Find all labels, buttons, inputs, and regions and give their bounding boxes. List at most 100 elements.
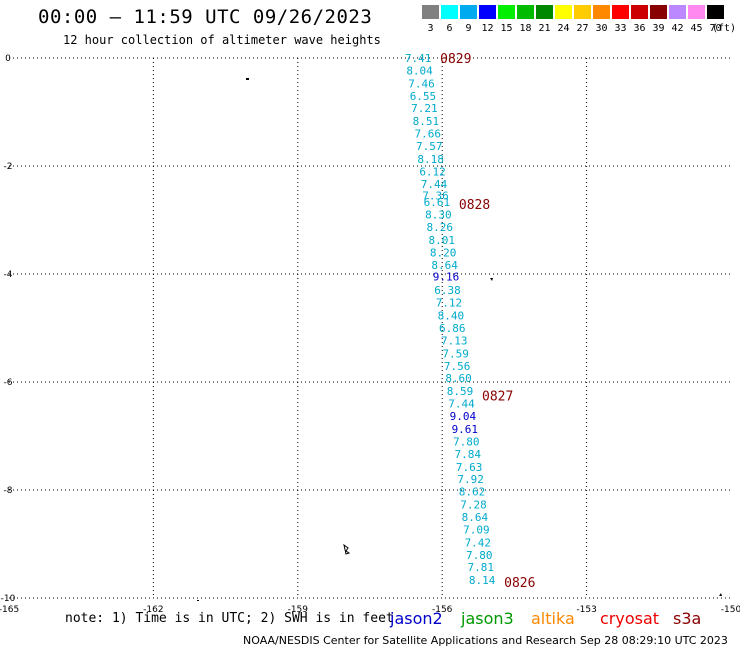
legend-swatch: [631, 5, 648, 19]
wave-height-value: 8.26: [427, 221, 454, 234]
wave-height-observations: 7.418.047.466.557.218.517.667.578.186.12…: [405, 52, 496, 587]
lat-axis-label: -2: [4, 162, 13, 172]
footer-timestamp: Sep 28 08:29:10 UTC 2023: [580, 634, 728, 647]
footer-note: note: 1) Time is in UTC; 2) SWH is in fe…: [65, 611, 394, 626]
satellite-label-jason3: jason3: [461, 609, 514, 628]
legend-swatch: [669, 5, 686, 19]
lon-axis-label: -150: [721, 605, 740, 615]
legend-swatch: [460, 5, 477, 19]
legend-label: 36: [633, 23, 646, 34]
wave-height-value: 7.80: [466, 549, 493, 562]
wave-height-value: 8.01: [428, 234, 455, 247]
wave-height-value: 7.09: [463, 523, 490, 536]
map-title: 00:00 – 11:59 UTC 09/26/2023: [38, 6, 373, 28]
wave-height-value: 8.04: [406, 64, 433, 77]
legend-label: 9: [465, 23, 472, 34]
wave-height-value: 7.57: [416, 140, 443, 153]
wave-height-value: 7.21: [411, 102, 438, 115]
wave-height-value: 7.44: [421, 178, 448, 191]
lon-axis-label: -165: [0, 605, 19, 615]
time-marker-label: 0827: [482, 390, 513, 405]
wave-height-value: 6.55: [410, 90, 437, 103]
wave-height-value: 8.64: [431, 259, 458, 272]
legend-swatch: [650, 5, 667, 19]
legend-label: 42: [671, 23, 684, 34]
footer-organization: NOAA/NESDIS Center for Satellite Applica…: [243, 634, 577, 647]
wave-height-value: 7.41: [405, 52, 432, 65]
legend-label: 12: [481, 23, 494, 34]
time-marker-label: 0826: [504, 576, 535, 591]
legend-label: 15: [500, 23, 513, 34]
wave-height-value: 7.44: [448, 398, 475, 411]
wave-height-value: 8.30: [425, 209, 452, 222]
wave-height-value: 8.64: [462, 511, 489, 524]
satellite-label-cryosat: cryosat: [600, 609, 660, 628]
lon-axis-label: -156: [432, 605, 453, 615]
wave-height-value: 6.86: [439, 322, 466, 335]
wave-height-value: 7.81: [467, 561, 494, 574]
wave-height-value: 7.84: [454, 448, 481, 461]
axis-labels: -165 -162 -159 -156 -153 -150 0 -2 -4 -6 -8 -10: [0, 54, 740, 615]
satellite-label-s3a: s3a: [673, 609, 702, 628]
wave-height-value: 6.12: [419, 165, 446, 178]
legend-label: 30: [595, 23, 608, 34]
wave-height-value: 7.28: [460, 499, 487, 512]
island-marker: [490, 278, 493, 281]
legend-label: 70: [709, 23, 722, 34]
wave-height-value: 6.38: [434, 284, 461, 297]
legend-swatch: [422, 5, 439, 19]
wave-height-value: 7.56: [444, 360, 471, 373]
wave-height-value: 8.62: [459, 486, 486, 499]
wave-height-value: 7.92: [457, 473, 484, 486]
lon-axis-label: -153: [576, 605, 596, 615]
wave-height-value: 8.59: [447, 385, 474, 398]
wave-height-value: 8.51: [413, 115, 440, 128]
legend-label: 18: [519, 23, 532, 34]
satellite-label-jason2: jason2: [390, 609, 443, 628]
legend-swatch: [498, 5, 515, 19]
time-marker-label: 0829: [440, 52, 471, 67]
legend-swatch: [574, 5, 591, 19]
island-marker: [197, 600, 199, 601]
legend-swatch: [517, 5, 534, 19]
wave-height-value: 9.04: [450, 410, 477, 423]
wave-height-value: 7.63: [456, 461, 483, 474]
legend-label: 24: [557, 23, 570, 34]
wave-height-value: 7.36: [422, 190, 449, 203]
legend-label: 6: [446, 23, 453, 34]
wave-height-value: 8.20: [430, 246, 457, 259]
legend-label: 3: [427, 23, 434, 34]
map-grid: [9, 57, 731, 599]
island-marker: [719, 593, 722, 596]
legend-label: 39: [652, 23, 665, 34]
lat-axis-label: -6: [4, 378, 13, 388]
time-marker-label: 0828: [459, 198, 490, 213]
wave-height-value: 7.80: [453, 435, 480, 448]
wave-height-value: 9.61: [452, 423, 479, 436]
lon-axis-label: -159: [288, 605, 309, 615]
legend-label: 45: [690, 23, 703, 34]
land-features: [197, 78, 722, 601]
legend-unit-label: (ft): [712, 23, 737, 34]
wave-height-value: 7.59: [442, 347, 469, 360]
legend-swatch: [612, 5, 629, 19]
wave-height-value: 7.12: [436, 297, 463, 310]
wave-height-value: 7.13: [441, 334, 468, 347]
wave-height-value: 9.16: [433, 271, 460, 284]
lat-axis-label: -4: [4, 270, 13, 280]
legend-swatch: [536, 5, 553, 19]
legend-label: 33: [614, 23, 627, 34]
legend-swatch: [593, 5, 610, 19]
wave-height-value: 7.66: [415, 128, 442, 141]
wave-height-value: 8.14: [469, 574, 496, 587]
lat-axis-label: -8: [4, 486, 13, 496]
lat-axis-label: 0: [5, 54, 11, 64]
wave-height-value: 8.40: [438, 310, 465, 323]
wave-height-value: 7.42: [465, 536, 492, 549]
wave-height-value: 7.46: [408, 77, 435, 90]
wave-height-value: 8.60: [445, 372, 472, 385]
legend-swatch: [707, 5, 724, 19]
legend-swatch: [441, 5, 458, 19]
island-marker: [343, 543, 351, 555]
